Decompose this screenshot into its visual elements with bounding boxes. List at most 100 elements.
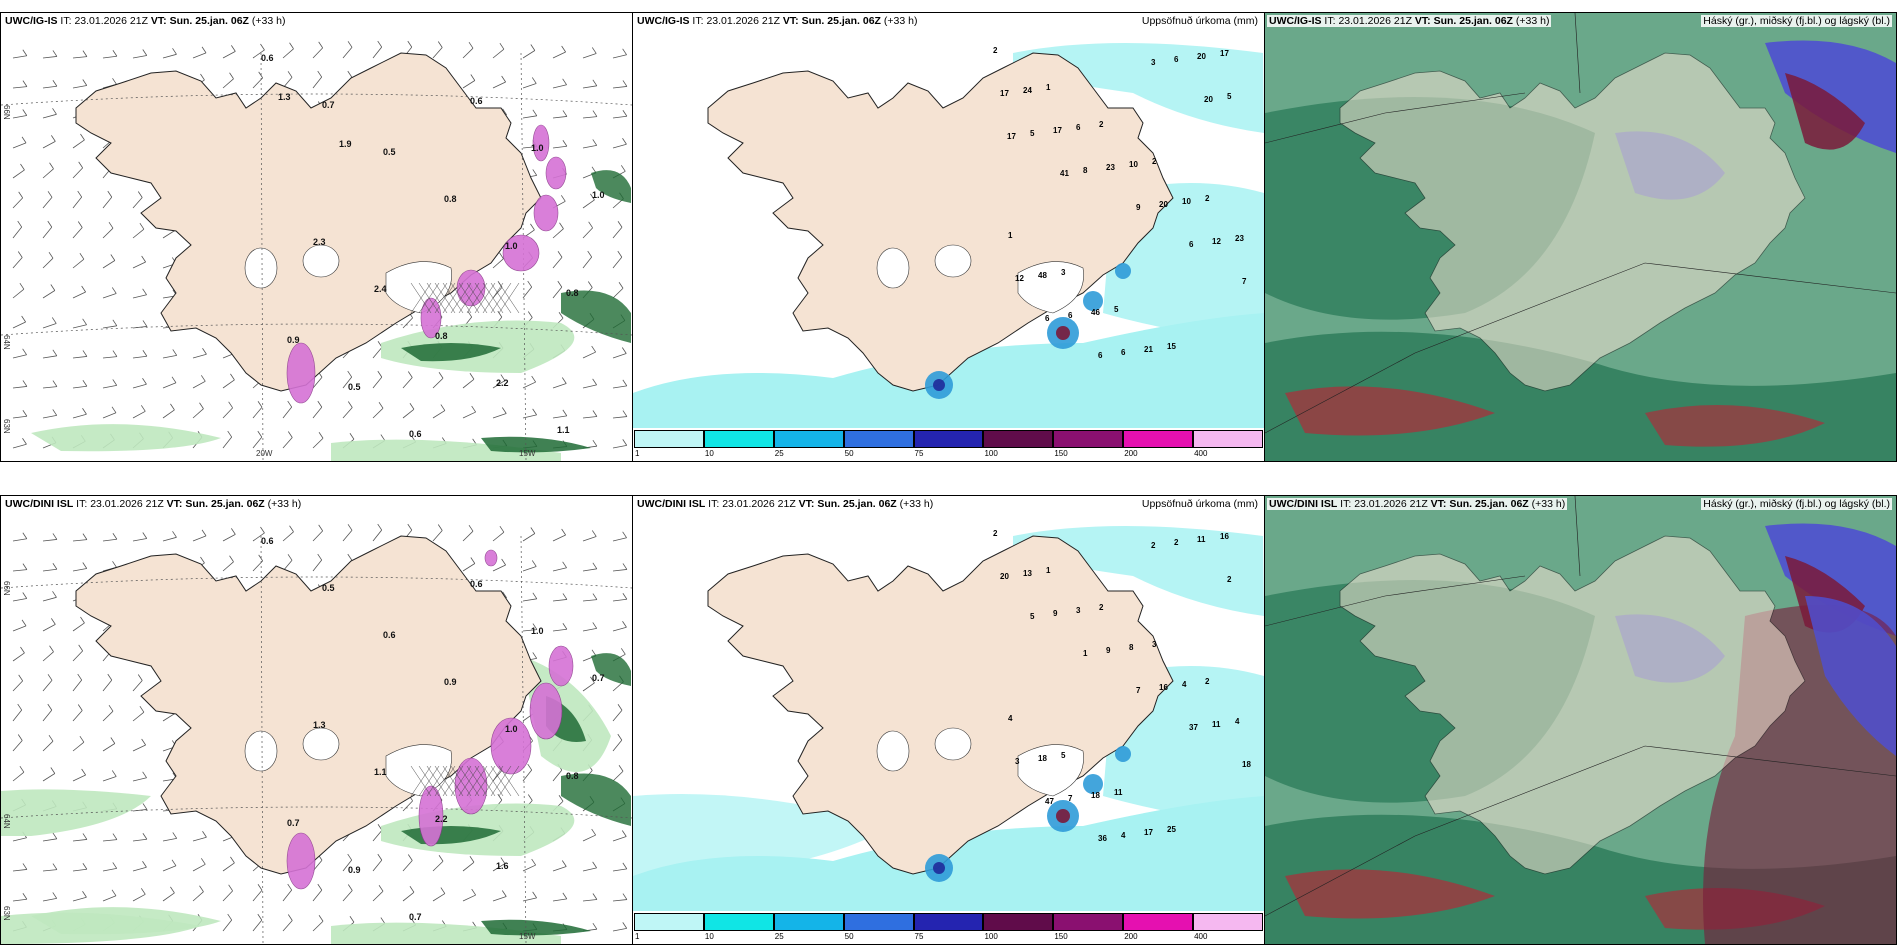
panel-clouds-top: UWC/IG-IS IT: 23.01.2026 21Z VT: Sun. 25… [1264, 12, 1897, 462]
precip-value: 6 [1098, 351, 1103, 360]
glacier-hofsjokull [302, 244, 340, 278]
map-wind-snow [1, 40, 632, 461]
precip-value: 4 [1182, 680, 1187, 689]
precip-value: 2 [993, 46, 998, 55]
snow-depth-value: 0.6 [383, 630, 396, 640]
colorbar-swatch [1193, 913, 1263, 931]
map-precip: 2122213515172461010234846212017172320121… [633, 43, 1264, 428]
precip-value: 7 [1242, 277, 1247, 286]
precip-value: 15 [1167, 342, 1176, 351]
precip-value: 41 [1060, 169, 1069, 178]
map-wind-snow [1, 523, 632, 944]
precip-title: Uppsöfnuð úrkoma (mm) [1139, 15, 1260, 27]
precip-value: 6 [1121, 348, 1126, 357]
snow-depth-value: 2.2 [496, 378, 509, 388]
precip-value: 24 [1023, 86, 1032, 95]
snow-depth-value: 2.3 [313, 237, 326, 247]
snow-hatching [410, 282, 520, 314]
precip-value: 3 [1151, 58, 1156, 67]
precip-value: 46 [1091, 308, 1100, 317]
precip-value: 20 [1159, 200, 1168, 209]
precip-value: 16 [1159, 683, 1168, 692]
precip-value: 11 [1197, 535, 1206, 544]
colorbar-tick: 400 [1194, 449, 1208, 458]
panel-wind-snow-top: UWC/IG-IS IT: 23.01.2026 21Z VT: Sun. 25… [0, 12, 633, 462]
precip-value: 4 [1121, 831, 1126, 840]
precip-value: 5 [1030, 129, 1035, 138]
snow-depth-value: 2.4 [374, 284, 387, 294]
colorbar-tick: 100 [984, 449, 998, 458]
precip-value: 25 [1167, 825, 1176, 834]
snow-depth-value: 0.9 [348, 865, 361, 875]
precip-value: 2 [1205, 677, 1210, 686]
precip-colorbar: 1 10 25 50 75 100 150 200 400 [634, 430, 1263, 460]
precip-value: 2 [1151, 541, 1156, 550]
lat-label-63: 63N [2, 906, 11, 921]
snow-depth-value: 0.7 [287, 818, 300, 828]
precip-value: 3 [1076, 606, 1081, 615]
precip-value: 6 [1174, 55, 1179, 64]
snow-depth-value: 1.3 [278, 92, 291, 102]
precip-value: 13 [1023, 569, 1032, 578]
colorbar-swatch [1123, 430, 1194, 448]
snow-depth-value: 1.0 [505, 724, 518, 734]
colorbar-swatch [983, 913, 1054, 931]
glacier-vatnajokull [385, 744, 452, 797]
snow-depth-value: 0.5 [383, 147, 396, 157]
precip-value: 3 [1015, 757, 1020, 766]
snow-accumulation [286, 124, 567, 404]
precip-value: 8 [1129, 643, 1134, 652]
panel-header: UWC/DINI ISL IT: 23.01.2026 21Z VT: Sun.… [3, 498, 304, 510]
snow-depth-value: 0.5 [322, 583, 335, 593]
map-clouds [1265, 496, 1896, 944]
snow-depth-value: 1.3 [313, 720, 326, 730]
colorbar-swatch [1123, 913, 1194, 931]
region-borders [1265, 496, 1896, 917]
colorbar-swatch [703, 430, 774, 448]
precip-value: 18 [1038, 754, 1047, 763]
region-borders [1265, 13, 1896, 434]
panel-precip-top: UWC/IG-IS IT: 23.01.2026 21Z VT: Sun. 25… [632, 12, 1265, 462]
colorbar-swatch [913, 913, 984, 931]
precip-value: 17 [1007, 132, 1016, 141]
lon-label-15w: 15W [519, 449, 536, 458]
precip-value: 6 [1076, 123, 1081, 132]
snow-depth-value: 0.7 [592, 673, 605, 683]
snow-depth-value: 1.0 [531, 626, 544, 636]
precip-value: 12 [1015, 274, 1024, 283]
glacier-hofsjokull [934, 244, 972, 278]
colorbar-tick: 1 [635, 449, 640, 458]
precip-value: 36 [1098, 834, 1107, 843]
precip-value: 2 [993, 529, 998, 538]
snow-depth-value: 0.5 [348, 382, 361, 392]
precip-value: 4 [1008, 714, 1013, 723]
snow-depth-value: 2.2 [435, 814, 448, 824]
colorbar-tick: 200 [1124, 932, 1138, 941]
colorbar-tick: 200 [1124, 449, 1138, 458]
precip-value: 17 [1220, 49, 1229, 58]
precip-value: 2 [1205, 194, 1210, 203]
snow-depth-value: 0.6 [470, 579, 483, 589]
lat-label-66: 66N [2, 581, 11, 596]
precip-value: 23 [1235, 234, 1244, 243]
precip-value: 2 [1227, 575, 1232, 584]
snow-depth-value: 0.8 [566, 288, 579, 298]
glacier-langjokull [876, 247, 910, 289]
panel-header: UWC/IG-IS IT: 23.01.2026 21Z VT: Sun. 25… [1267, 15, 1552, 27]
lat-lon-grid [1, 535, 632, 944]
precip-value: 9 [1053, 609, 1058, 618]
colorbar-tick: 25 [774, 449, 784, 458]
snow-depth-value: 0.8 [566, 771, 579, 781]
precip-value: 20 [1204, 95, 1213, 104]
colorbar-tick: 1 [635, 932, 640, 941]
precip-value-labels: 2123245112516133844181817112099161137422… [993, 529, 1251, 843]
precip-value: 6 [1068, 311, 1073, 320]
colorbar-tick: 150 [1054, 932, 1068, 941]
panel-precip-bottom: UWC/DINI ISL IT: 23.01.2026 21Z VT: Sun.… [632, 495, 1265, 945]
precip-value: 21 [1144, 345, 1153, 354]
precip-value: 1 [1008, 231, 1013, 240]
snow-depth-value: 0.6 [409, 429, 422, 439]
glacier-langjokull [244, 247, 278, 289]
clouds-title: Háský (gr.), miðský (fj.bl.) og lágský (… [1701, 498, 1892, 510]
precip-value: 2 [1152, 157, 1157, 166]
